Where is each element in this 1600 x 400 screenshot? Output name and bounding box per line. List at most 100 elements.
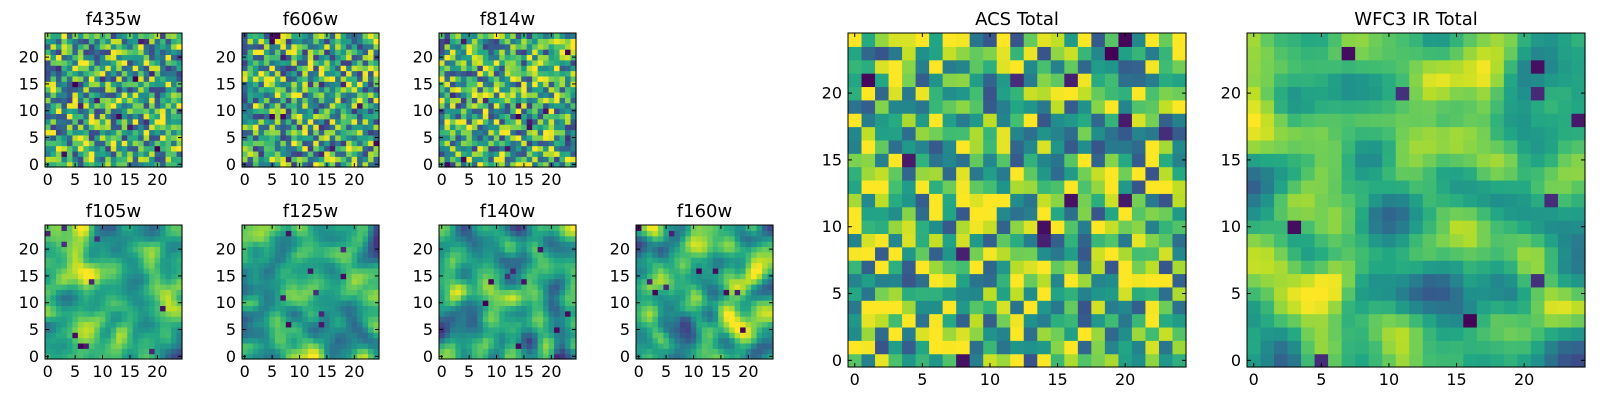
panel-title: f105w — [86, 201, 141, 222]
heatmap-cell — [335, 273, 342, 280]
heatmap-cell — [99, 86, 106, 93]
heatmap-cell — [154, 86, 161, 93]
heatmap-cell — [116, 241, 123, 248]
heatmap-cell — [723, 353, 730, 360]
heatmap-cell — [274, 81, 281, 88]
heatmap-cell — [983, 220, 998, 234]
heatmap-cell — [756, 294, 763, 301]
heatmap-cell — [99, 140, 106, 147]
heatmap-cell — [116, 337, 123, 344]
heatmap-cell — [55, 305, 63, 312]
heatmap-cell — [149, 246, 156, 253]
heatmap-cell — [471, 316, 478, 323]
heatmap-cell — [269, 326, 276, 333]
heatmap-cell — [252, 332, 260, 339]
heatmap-cell — [956, 326, 971, 341]
heatmap-cell — [559, 257, 566, 264]
heatmap-cell — [510, 305, 517, 312]
heatmap-cell — [252, 257, 260, 264]
heatmap-cell — [460, 65, 467, 72]
heatmap-cell — [712, 300, 719, 306]
heatmap-cell — [915, 340, 930, 355]
heatmap-cell — [641, 321, 648, 328]
heatmap-cell — [548, 283, 555, 290]
heatmap-cell — [521, 54, 528, 61]
heatmap-cell — [504, 342, 511, 349]
heatmap-cell — [274, 246, 281, 253]
heatmap-cell — [351, 65, 358, 72]
heatmap-cell — [942, 220, 957, 234]
heatmap-cell — [66, 235, 73, 242]
heatmap-cell — [324, 145, 331, 152]
heatmap-cell — [329, 230, 336, 237]
heatmap-cell — [346, 235, 353, 242]
heatmap-cell — [274, 342, 281, 349]
heatmap-cell — [307, 113, 314, 120]
heatmap-cell — [263, 54, 270, 61]
heatmap-cell — [983, 353, 998, 368]
heatmap-cell — [701, 273, 708, 280]
heatmap-cell — [55, 321, 63, 328]
heatmap-cell — [449, 156, 457, 163]
heatmap-cell — [296, 267, 303, 274]
heatmap-cell — [280, 124, 287, 131]
heatmap-cell — [751, 321, 758, 328]
heatmap-cell — [444, 289, 451, 296]
heatmap-cell — [756, 267, 763, 274]
heatmap-cell — [471, 33, 478, 39]
heatmap-cell — [302, 300, 309, 306]
heatmap-cell — [252, 59, 260, 66]
heatmap-cell — [269, 321, 276, 328]
heatmap-cell — [176, 124, 183, 131]
heatmap-cell — [942, 340, 957, 355]
heatmap-cell — [668, 262, 675, 269]
heatmap-cell — [1077, 206, 1092, 221]
heatmap-cell — [88, 230, 95, 237]
heatmap-cell — [335, 33, 342, 39]
heatmap-cell — [362, 49, 369, 56]
heatmap-cell — [247, 267, 254, 274]
heatmap-cell — [488, 300, 495, 306]
heatmap-cell — [559, 65, 566, 72]
heatmap-cell — [121, 140, 128, 147]
panel-title: f435w — [86, 9, 141, 30]
heatmap-cell — [723, 257, 730, 264]
heatmap-cell — [875, 340, 890, 355]
heatmap-cell — [460, 337, 467, 344]
heatmap-cell — [548, 332, 555, 339]
heatmap-cell — [340, 235, 347, 242]
heatmap-cell — [362, 300, 369, 306]
heatmap-cell — [460, 316, 467, 323]
heatmap-cell — [532, 102, 539, 109]
heatmap-cell — [526, 91, 533, 98]
heatmap-cell — [296, 289, 303, 296]
heatmap-cell — [116, 81, 123, 88]
heatmap-cell — [449, 118, 457, 125]
heatmap-cell — [543, 65, 550, 72]
heatmap-cell — [50, 118, 57, 125]
heatmap-cell — [291, 262, 298, 269]
heatmap-cell — [641, 300, 648, 306]
heatmap-cell — [439, 251, 446, 258]
heatmap-cell — [488, 86, 495, 93]
heatmap-cell — [537, 38, 544, 45]
heatmap-cell — [72, 65, 79, 72]
heatmap-cell — [340, 283, 347, 290]
heatmap-cell — [274, 54, 281, 61]
heatmap-cell — [1172, 353, 1187, 368]
heatmap-cell — [762, 342, 769, 349]
heatmap-cell — [510, 273, 517, 280]
heatmap-cell — [521, 70, 528, 77]
heatmap-cell — [460, 86, 467, 93]
heatmap-cell — [280, 348, 287, 355]
heatmap-cell — [296, 342, 303, 349]
heatmap-cell — [493, 283, 500, 290]
heatmap-cell — [99, 156, 106, 163]
heatmap-cell — [66, 43, 73, 50]
heatmap-cell — [466, 262, 473, 269]
heatmap-cell — [1050, 193, 1065, 208]
heatmap-cell — [679, 321, 686, 328]
heatmap-cell — [318, 225, 325, 231]
heatmap-cell — [848, 153, 863, 168]
heatmap-cell — [335, 262, 342, 269]
